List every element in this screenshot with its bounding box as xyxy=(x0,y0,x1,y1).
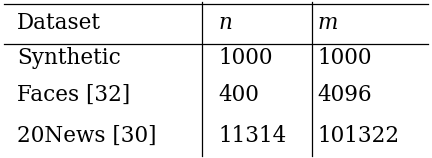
Text: 101322: 101322 xyxy=(318,125,400,147)
Text: 20News [30]: 20News [30] xyxy=(17,125,157,147)
Text: n: n xyxy=(218,12,232,34)
Text: m: m xyxy=(318,12,338,34)
Text: 1000: 1000 xyxy=(218,47,273,70)
Text: 1000: 1000 xyxy=(318,47,372,70)
Text: 400: 400 xyxy=(218,84,259,106)
Text: Synthetic: Synthetic xyxy=(17,47,121,70)
Text: Dataset: Dataset xyxy=(17,12,101,34)
Text: 4096: 4096 xyxy=(318,84,372,106)
Text: Faces [32]: Faces [32] xyxy=(17,84,130,106)
Text: 11314: 11314 xyxy=(218,125,286,147)
